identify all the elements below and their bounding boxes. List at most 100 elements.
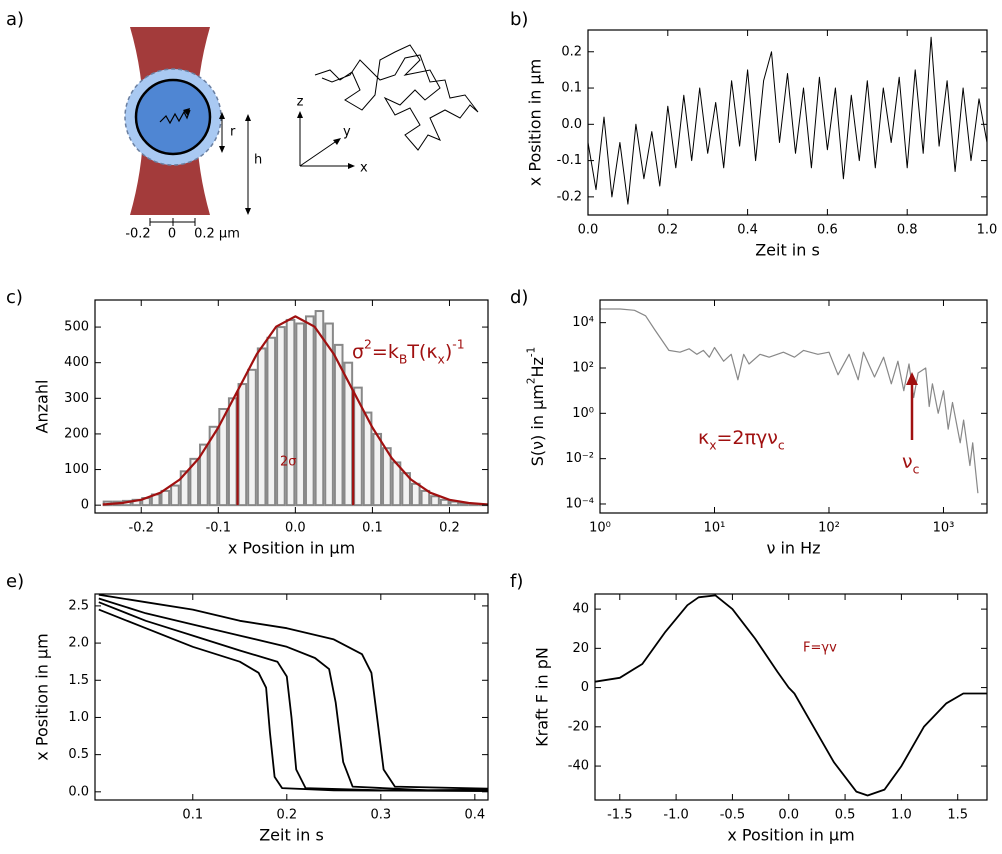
panel-label: b) [510, 9, 528, 30]
label: y [343, 125, 351, 140]
annotation: S(ν) in µm2Hz-1 [526, 347, 547, 467]
bar [170, 484, 180, 507]
y-tick-label: 0.0 [68, 784, 89, 799]
y-axis [299, 139, 339, 167]
plot-area [588, 36, 987, 205]
x-tick-label: 0.4 [464, 808, 485, 823]
x-tick-label: -0.2 [129, 521, 154, 536]
bar [362, 411, 373, 507]
arrow-head [219, 112, 225, 119]
annotation: σ2=kBT(κx)-1 [352, 337, 465, 366]
y-tick-label: 0.1 [561, 81, 582, 96]
bar [285, 318, 296, 507]
fit-curve [102, 315, 488, 506]
annotation-part: 2 [364, 337, 372, 351]
x-tick-label: 1.0 [977, 223, 998, 238]
plot-area [600, 308, 979, 494]
data-line [98, 597, 488, 792]
annotation-part: c [913, 462, 920, 476]
bar [199, 443, 209, 507]
y-tick-label: 10⁻⁴ [565, 496, 594, 511]
bar [208, 425, 219, 507]
x-axis-label: ν in Hz [766, 539, 820, 558]
y-tick-label: 10⁴ [572, 315, 594, 330]
y-tick-label: 20 [572, 641, 589, 656]
label: h [254, 153, 262, 168]
y-tick-label: 2.0 [68, 636, 89, 651]
x-tick-label: 0.4 [737, 223, 758, 238]
arrow-head [348, 163, 355, 169]
y-tick-label: -20 [568, 719, 589, 734]
y-tick-label: 2.5 [68, 598, 89, 613]
annotation-part: x [438, 352, 445, 366]
x-tick-label: 0.0 [578, 223, 599, 238]
annotation-part: =k [372, 341, 399, 363]
y-tick-label: 10⁻² [565, 451, 594, 466]
bar [276, 326, 286, 507]
arrow-head [297, 111, 303, 118]
x-tick-label: 0.0 [778, 808, 799, 823]
arrow-head [906, 372, 918, 385]
x-axis-label: x Position in µm [727, 826, 854, 845]
label: 0.2 µm [194, 227, 240, 242]
bar [237, 383, 248, 507]
bar [304, 315, 315, 507]
x-tick-label: 10⁰ [589, 521, 611, 536]
bar [189, 457, 200, 507]
x-tick-label: 0.2 [439, 521, 460, 536]
bar [439, 498, 450, 507]
label: x [360, 161, 368, 176]
y-tick-label: 0.0 [561, 117, 582, 132]
x-tick-label: 1.5 [947, 808, 968, 823]
annotation: κx=2πγνc [698, 427, 785, 453]
x-tick-label: 0.8 [897, 223, 918, 238]
plot-area [98, 594, 488, 792]
panel-a: a) r h -0.2 0 0.2 µm z y x [6, 9, 479, 242]
y-tick-label: 300 [64, 391, 89, 406]
label: 0 [168, 227, 176, 242]
y-axis-label: Anzahl [33, 380, 52, 434]
bar [391, 461, 402, 507]
annotation-part: ) [445, 341, 452, 363]
annotation-part: ν [902, 451, 913, 473]
annotation-part: =2πγν [717, 427, 778, 449]
data-line [98, 601, 488, 792]
annotation: 2σ [280, 455, 297, 470]
y-tick-label: -0.2 [557, 189, 582, 204]
annotation-part: T(κ [406, 341, 437, 363]
x-tick-label: 0.2 [657, 223, 678, 238]
annotation-part: -1 [526, 347, 538, 357]
bar [218, 407, 228, 507]
bar [333, 343, 344, 507]
annotation-part: κ [698, 427, 709, 449]
bar [179, 470, 190, 507]
plot-area [595, 594, 987, 797]
y-tick-label: 0.5 [68, 747, 89, 762]
x-axis-label: x Position in µm [228, 539, 355, 558]
bead-path [159, 109, 191, 125]
axes-frame [94, 299, 489, 514]
label: r [230, 125, 236, 140]
axes-frame [587, 29, 988, 216]
axes-frame [94, 593, 489, 801]
axes-frame [594, 593, 988, 801]
annotation-part: x [709, 438, 716, 452]
y-tick-label: 0 [81, 498, 89, 513]
plot-area [102, 310, 488, 507]
arrow-head [333, 138, 341, 145]
annotation: F=γv [803, 641, 837, 656]
y-tick-label: 500 [64, 320, 89, 335]
y-tick-label: 10⁰ [572, 406, 594, 421]
bar [382, 447, 392, 507]
y-axis-label: x Position in µm [33, 633, 52, 760]
annotation-part: c [778, 438, 785, 452]
bar [314, 310, 325, 507]
bar [420, 489, 431, 507]
annotation: νc [902, 451, 920, 477]
y-tick-label: 10² [572, 360, 594, 375]
y-tick-label: 400 [64, 355, 89, 370]
x-tick-label: 0.6 [817, 223, 838, 238]
arrow-head [245, 114, 251, 121]
x-tick-label: -0.1 [206, 521, 231, 536]
